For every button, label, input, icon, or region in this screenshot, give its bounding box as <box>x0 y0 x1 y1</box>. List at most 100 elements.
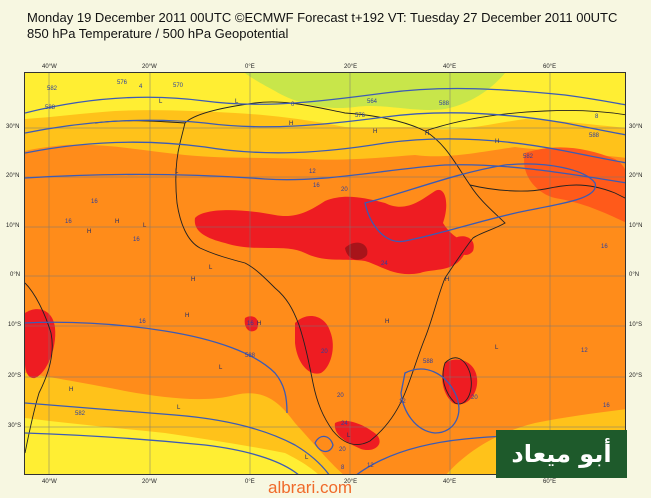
low-pressure-mark: L <box>143 223 147 229</box>
contour-label: 582 <box>47 86 58 92</box>
contour-label: 20 <box>341 187 348 193</box>
high-pressure-mark: H <box>87 229 91 235</box>
contour-label: 588 <box>245 353 256 359</box>
field-red <box>295 316 333 374</box>
contour-label: 20 <box>321 349 328 355</box>
low-pressure-mark: L <box>235 99 239 105</box>
lon-label-bottom: 0°E <box>245 479 255 485</box>
pressure-marks: L L H H H H L H H L L H H L H L H L L H H L <box>69 99 499 461</box>
low-pressure-mark: L <box>305 455 309 461</box>
contour-label: 16 <box>313 183 320 189</box>
lon-label-bottom: 60°E <box>543 479 557 485</box>
contour-label: 588 <box>589 133 600 139</box>
contour-label: 4 <box>139 84 143 90</box>
contour-line <box>25 321 288 414</box>
high-pressure-mark: H <box>289 121 293 127</box>
contour-label: 588 <box>423 359 434 365</box>
lat-label-left: 30°S <box>8 423 22 429</box>
lat-label-left: 0°N <box>10 272 21 278</box>
contour-label: 588 <box>45 105 56 111</box>
lat-label-left: 20°N <box>6 173 20 179</box>
watermark: albrari.com <box>268 478 353 497</box>
low-pressure-mark: L <box>159 99 163 105</box>
weather-map-svg: 576 4 570 582 588 0 564 576 588 588 582 8 12 16 20 24 16… <box>25 73 625 474</box>
lat-label-right: 10°S <box>629 322 643 328</box>
contour-label: 576 <box>117 80 128 86</box>
high-pressure-mark: H <box>191 277 195 283</box>
high-pressure-mark: H <box>373 129 377 135</box>
contour-label: 24 <box>341 421 348 427</box>
contour-label: 20 <box>471 395 478 401</box>
lat-label-left: 10°S <box>8 322 22 328</box>
low-pressure-mark: L <box>209 265 213 271</box>
coast-arabia <box>469 184 625 199</box>
lat-label-right: 20°N <box>629 173 643 179</box>
field-green <box>245 73 505 110</box>
contour-label: 12 <box>309 169 316 175</box>
coast-south-america <box>25 282 53 454</box>
field-red <box>194 189 466 275</box>
lon-label-top: 60°E <box>543 64 557 70</box>
contour-label: 8 <box>341 465 345 471</box>
lon-label-top: 0°E <box>245 64 255 70</box>
contour-label: 582 <box>75 411 86 417</box>
field-red <box>25 309 56 379</box>
field-dark-red <box>345 242 368 260</box>
lat-label-right: 30°N <box>629 124 643 130</box>
contour-label: 564 <box>367 99 378 105</box>
contour-line <box>25 164 625 184</box>
contour-label: 16 <box>139 319 146 325</box>
contour-label: 16 <box>133 237 140 243</box>
coast-africa <box>175 101 506 445</box>
logo: أبو ميعاد <box>496 430 627 478</box>
coast-madagascar <box>442 357 472 405</box>
contour-label: 0 <box>291 102 295 108</box>
contour-line <box>364 163 596 243</box>
coast-asia <box>424 110 625 132</box>
high-pressure-mark: H <box>185 313 189 319</box>
geopotential-contours <box>25 87 625 474</box>
lat-label-left: 20°S <box>8 373 22 379</box>
contour-label: 16 <box>247 321 254 327</box>
high-pressure-mark: H <box>257 321 261 327</box>
field-red <box>455 236 474 255</box>
contour-label: 20 <box>337 393 344 399</box>
contour-line <box>25 432 299 474</box>
contour-label: 16 <box>91 199 98 205</box>
contour-line <box>314 435 334 453</box>
lat-label-right: 20°S <box>629 373 643 379</box>
contour-label: 582 <box>523 154 534 160</box>
contour-label: 16 <box>601 244 608 250</box>
chart-title-block: Monday 19 December 2011 00UTC ©ECMWF For… <box>27 10 617 42</box>
temperature-fields <box>25 73 625 474</box>
contour-label: 576 <box>355 113 366 119</box>
contour-label: 16 <box>603 403 610 409</box>
high-pressure-mark: H <box>69 387 73 393</box>
lon-label-top: 40°E <box>443 64 457 70</box>
contour-label: 570 <box>173 83 184 89</box>
high-pressure-mark: H <box>425 131 429 137</box>
low-pressure-mark: L <box>347 433 351 439</box>
lat-label-left: 10°N <box>6 223 20 229</box>
low-pressure-mark: L <box>177 405 181 411</box>
contour-label: 16 <box>65 219 72 225</box>
contour-label: 24 <box>381 261 388 267</box>
high-pressure-mark: H <box>385 319 389 325</box>
lat-label-right: 0°N <box>629 272 640 278</box>
high-pressure-mark: H <box>445 277 449 283</box>
high-pressure-mark: H <box>115 219 119 225</box>
graticule <box>25 73 625 474</box>
contour-label: 12 <box>367 463 374 469</box>
lat-label-left: 30°N <box>6 124 20 130</box>
low-pressure-mark: L <box>175 169 179 175</box>
contour-line <box>25 87 625 114</box>
contour-label: 12 <box>399 399 406 405</box>
field-yellow <box>25 418 318 474</box>
lon-label-top: 20°E <box>344 64 358 70</box>
contour-line <box>25 138 625 164</box>
field-red <box>244 316 259 332</box>
weather-map: 576 4 570 582 588 0 564 576 588 588 582 8 12 16 20 24 16… <box>24 72 626 475</box>
lon-label-bottom: 20°E <box>344 479 358 485</box>
contour-label: 588 <box>439 101 450 107</box>
lon-label-top: 40°W <box>42 64 57 70</box>
